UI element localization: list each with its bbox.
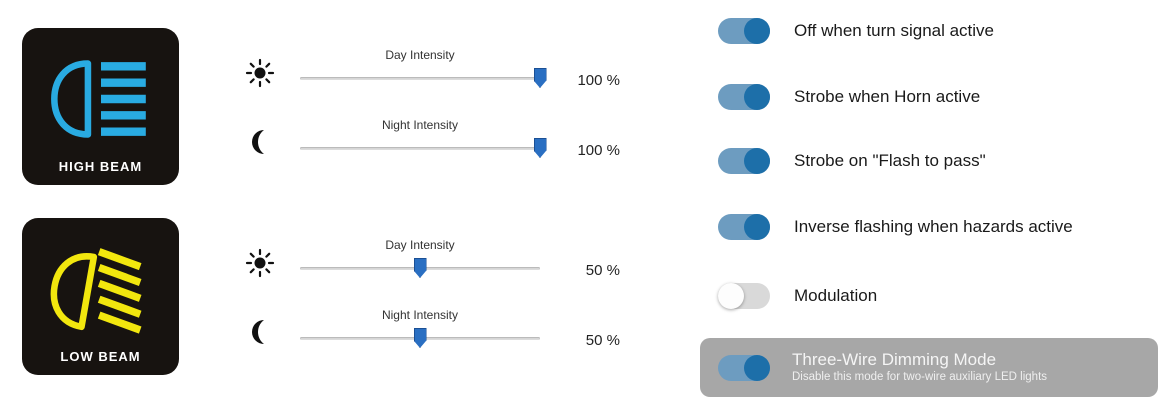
- low-beam-label: LOW BEAM: [60, 349, 141, 364]
- high-beam-night-intensity-slider[interactable]: [300, 138, 547, 158]
- toggle-knob[interactable]: [718, 283, 744, 309]
- toggle-row-flash-to-pass: Strobe on "Flash to pass": [718, 148, 986, 174]
- three-wire-dimming-toggle[interactable]: [718, 354, 770, 381]
- high-beam-icon: [50, 59, 146, 138]
- high-beam-night-slider-row: Night Intensity 100 %: [245, 98, 630, 159]
- turn-signal-off-toggle[interactable]: [718, 18, 770, 44]
- slider-label: Night Intensity: [381, 118, 459, 132]
- low-beam-day-slider-row: Day Intensity 50 %: [245, 218, 630, 279]
- horn-strobe-toggle[interactable]: [718, 84, 770, 110]
- toggle-label: Strobe when Horn active: [794, 87, 981, 106]
- slider-value: 50 %: [585, 332, 620, 349]
- three-wire-dimming-panel: Three-Wire Dimming Mode Disable this mod…: [700, 338, 1158, 397]
- low-beam-icon: [50, 247, 141, 334]
- toggle-knob[interactable]: [744, 18, 770, 44]
- high-beam-label: HIGH BEAM: [58, 159, 143, 174]
- sun-icon: [245, 248, 275, 278]
- slider-value: 50 %: [585, 262, 620, 279]
- high-beam-day-slider-row: Day Intensity 100 %: [245, 28, 630, 89]
- toggle-knob[interactable]: [744, 84, 770, 110]
- low-beam-tile: LOW BEAM: [22, 218, 179, 375]
- three-wire-dimming-title: Three-Wire Dimming Mode: [792, 350, 997, 369]
- toggle-row-horn-strobe: Strobe when Horn active: [718, 84, 980, 110]
- toggle-label: Modulation: [794, 286, 878, 305]
- slider-label: Day Intensity: [385, 238, 455, 252]
- slider-thumb[interactable]: [413, 258, 427, 278]
- high-beam-day-intensity-slider[interactable]: [300, 68, 547, 88]
- toggle-row-hazard-inverse: Inverse flashing when hazards active: [718, 214, 1073, 240]
- slider-thumb[interactable]: [533, 138, 547, 158]
- modulation-toggle[interactable]: [718, 283, 770, 309]
- slider-value: 100 %: [577, 142, 620, 159]
- hazard-inverse-flash-toggle[interactable]: [718, 214, 770, 240]
- moon-icon: [245, 128, 275, 158]
- slider-thumb[interactable]: [413, 328, 427, 348]
- slider-thumb[interactable]: [533, 68, 547, 88]
- low-beam-night-intensity-slider[interactable]: [300, 328, 540, 348]
- toggle-row-modulation: Modulation: [718, 283, 877, 309]
- flash-to-pass-strobe-toggle[interactable]: [718, 148, 770, 174]
- toggle-knob[interactable]: [744, 354, 770, 381]
- sun-icon: [245, 58, 275, 88]
- slider-label: Night Intensity: [381, 308, 459, 322]
- three-wire-dimming-subtitle: Disable this mode for two-wire auxiliary…: [792, 371, 1048, 383]
- moon-icon: [245, 318, 275, 348]
- toggle-knob[interactable]: [744, 148, 770, 174]
- toggle-knob[interactable]: [744, 214, 770, 240]
- toggle-row-turn-signal: Off when turn signal active: [718, 18, 994, 44]
- slider-label: Day Intensity: [385, 48, 455, 62]
- toggle-label: Strobe on "Flash to pass": [794, 151, 986, 170]
- high-beam-tile: HIGH BEAM: [22, 28, 179, 185]
- toggle-label: Inverse flashing when hazards active: [794, 217, 1073, 236]
- low-beam-night-slider-row: Night Intensity 50 %: [245, 288, 630, 349]
- slider-value: 100 %: [577, 72, 620, 89]
- three-wire-dimming-text: Three-Wire Dimming Mode Disable this mod…: [792, 350, 1047, 385]
- toggle-label: Off when turn signal active: [794, 21, 995, 40]
- low-beam-day-intensity-slider[interactable]: [300, 258, 540, 278]
